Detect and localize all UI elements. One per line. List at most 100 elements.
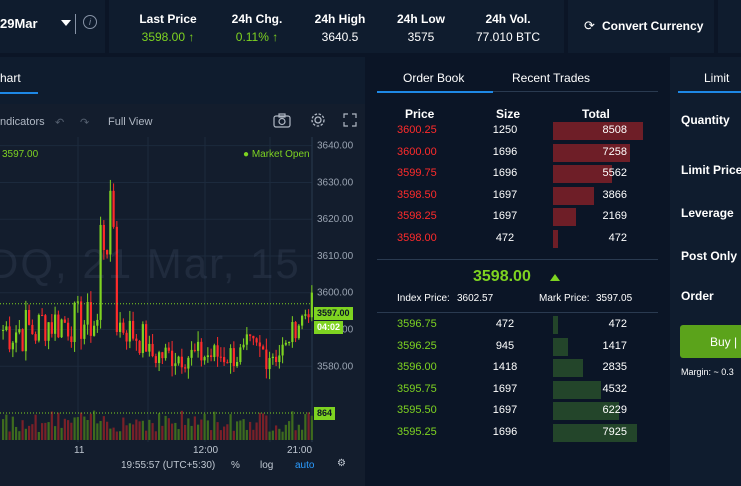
tab-order-book[interactable]: Order Book (403, 71, 465, 85)
stat-value: 77.010 BTC (475, 30, 541, 44)
auto-scale-toggle[interactable]: auto (295, 460, 315, 471)
candle-body (177, 356, 180, 364)
full-view-button[interactable]: Full View (108, 116, 153, 128)
row-size: 945 (495, 339, 515, 352)
volume-bar (310, 415, 313, 440)
leverage-label: Leverage (681, 206, 734, 220)
volume-bar (96, 423, 99, 440)
volume-bar (278, 428, 281, 440)
candle-body (291, 322, 294, 342)
candle-body (307, 314, 310, 318)
volume-bar (73, 417, 76, 440)
chevron-down-icon[interactable] (61, 20, 71, 26)
quantity-label: Quantity (681, 113, 730, 127)
row-price: 3600.25 (397, 124, 437, 136)
percent-scale-toggle[interactable]: % (231, 460, 240, 471)
row-price: 3595.75 (397, 382, 437, 395)
symbol-selector[interactable]: 29Mar i (0, 0, 105, 53)
candle-body (301, 315, 304, 326)
tab-recent-trades[interactable]: Recent Trades (512, 71, 591, 85)
redo-icon[interactable]: ↷ (80, 117, 90, 129)
candle-body (44, 315, 47, 341)
undo-icon[interactable]: ↶ (55, 117, 65, 129)
candle-body (226, 362, 229, 364)
chart-clock: 19:55:57 (UTC+5:30) (121, 460, 216, 471)
row-total: 7925 (602, 425, 627, 438)
ask-row[interactable]: 3598.00 472 472 (369, 229, 666, 249)
bid-row[interactable]: 3596.25 945 1417 (369, 337, 666, 357)
volume-bar (57, 412, 60, 440)
row-total: 4532 (602, 382, 627, 395)
row-total: 7258 (602, 145, 627, 158)
bid-row[interactable]: 3595.75 1697 4532 (369, 380, 666, 400)
legend-price: 3597.00 (2, 149, 39, 160)
column-header-size: Size (496, 107, 521, 121)
stat-24h-high: 24h High 3640.5 (300, 0, 380, 53)
info-icon[interactable]: i (83, 15, 97, 29)
gear-icon[interactable] (310, 112, 326, 128)
row-price: 3598.25 (397, 210, 437, 222)
tab-chart[interactable]: hart (0, 71, 21, 85)
volume-bar (28, 425, 31, 440)
bid-row[interactable]: 3595.50 1697 6229 (369, 401, 666, 421)
volume-bar (184, 424, 187, 440)
candle-body (125, 332, 128, 342)
last-price-tag: 3597.00 (314, 307, 353, 320)
volume-bar (63, 418, 66, 440)
volume-bar (258, 412, 261, 440)
volume-bar (112, 427, 115, 440)
candle-body (288, 341, 291, 343)
volume-bar (135, 419, 138, 440)
candle-body (89, 302, 92, 336)
volume-bar (177, 429, 180, 440)
row-price: 3596.75 (397, 318, 437, 330)
buy-button[interactable]: Buy | (680, 325, 741, 358)
gear-icon[interactable]: ⚙ (337, 458, 346, 469)
candle-body (164, 347, 167, 359)
y-tick-label: 3600.00 (317, 288, 354, 299)
candle-body (180, 356, 183, 368)
volume-bar (80, 412, 83, 440)
row-total: 5562 (602, 167, 627, 179)
convert-currency-button[interactable]: ⟳ Convert Currency (568, 0, 714, 53)
volume-bar (213, 411, 216, 440)
camera-icon[interactable] (273, 113, 291, 128)
bid-row[interactable]: 3596.75 472 472 (369, 315, 666, 335)
ticker-bar: 29Mar i Last Price 3598.00 ↑ 24h Chg. 0.… (0, 0, 741, 53)
volume-bar (70, 422, 73, 440)
volume-bar (268, 431, 271, 440)
volume-bar (145, 430, 148, 440)
row-price: 3599.75 (397, 167, 437, 179)
candle-body (96, 319, 99, 326)
candle-body (278, 355, 281, 363)
volume-bar (229, 414, 232, 440)
row-size: 1696 (492, 425, 518, 438)
depth-bar (553, 359, 583, 377)
ask-row[interactable]: 3598.25 1697 2169 (369, 207, 666, 227)
candle-body (21, 329, 24, 352)
indicators-button[interactable]: ndicators (0, 116, 45, 128)
ask-row[interactable]: 3599.75 1696 5562 (369, 164, 666, 184)
bid-row[interactable]: 3596.00 1418 2835 (369, 358, 666, 378)
bid-row[interactable]: 3595.25 1696 7925 (369, 423, 666, 443)
row-size: 1697 (492, 210, 518, 222)
active-tab-indicator (678, 91, 741, 93)
volume-bar (44, 422, 47, 440)
volume-bar (148, 419, 151, 440)
y-tick-label: 3580.00 (317, 361, 354, 372)
volume-bar (21, 420, 24, 440)
ask-row[interactable]: 3600.25 1250 8508 (369, 121, 666, 141)
ask-row[interactable]: 3600.00 1696 7258 (369, 143, 666, 163)
divider (714, 0, 718, 53)
ask-row[interactable]: 3598.50 1697 3866 (369, 186, 666, 206)
volume-bar (294, 430, 297, 440)
row-size: 1697 (492, 188, 518, 201)
row-size: 472 (495, 318, 515, 330)
volume-bar (187, 418, 190, 440)
candle-body (41, 315, 44, 317)
volume-bar (193, 416, 196, 440)
expand-icon[interactable] (343, 113, 357, 127)
log-scale-toggle[interactable]: log (260, 460, 274, 471)
tab-limit[interactable]: Limit (704, 71, 730, 85)
candle-body (60, 319, 63, 338)
